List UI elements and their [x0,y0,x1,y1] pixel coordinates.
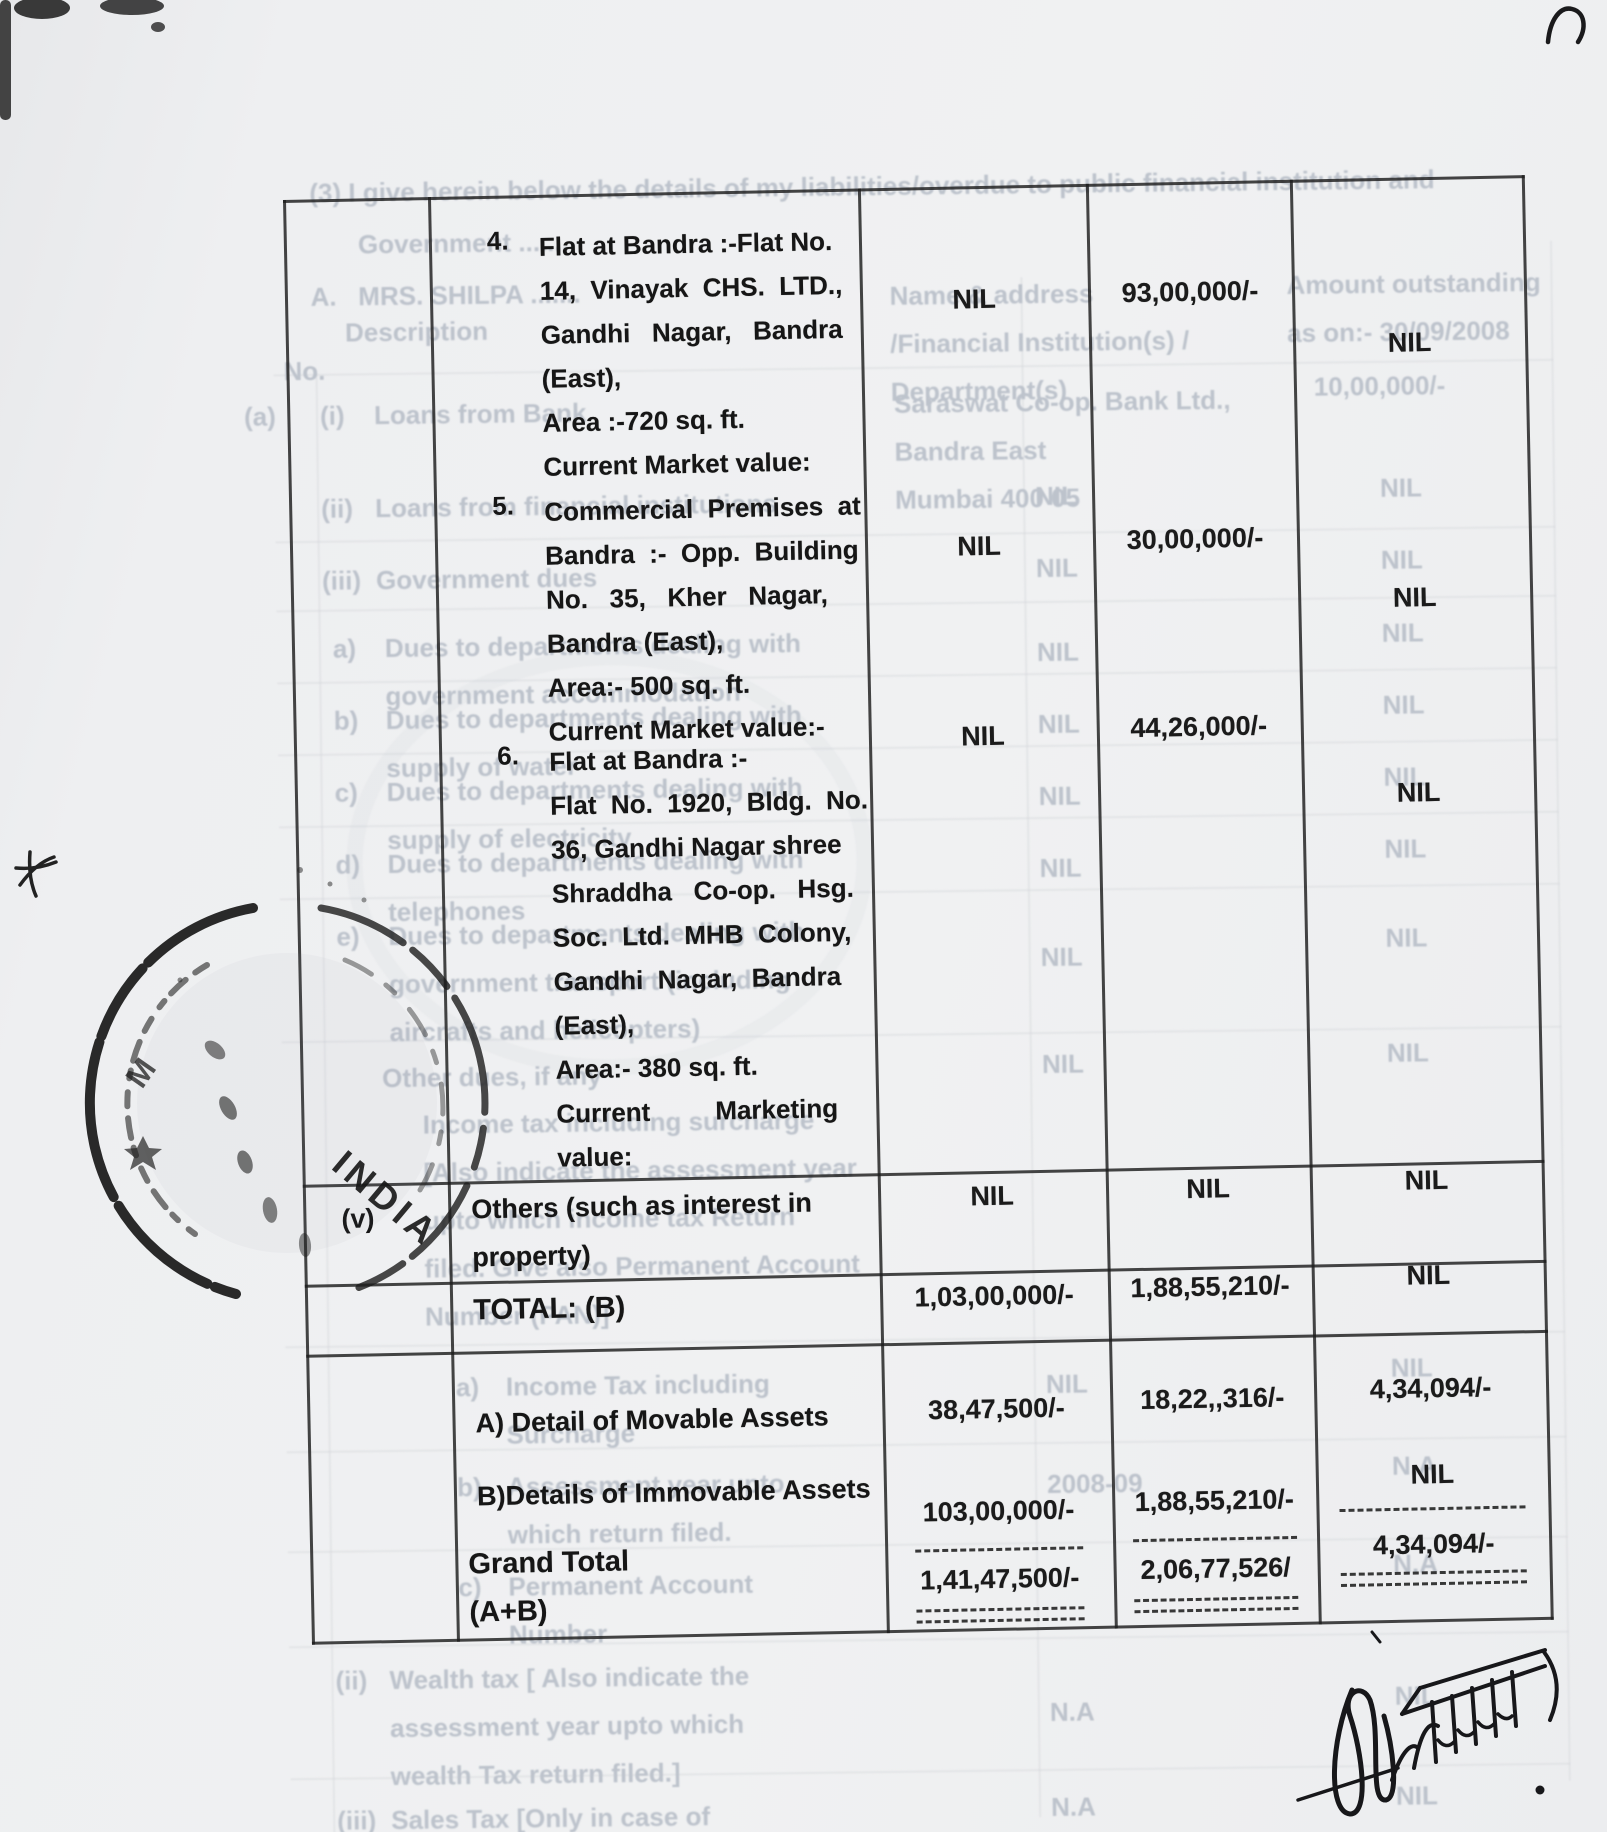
cell-others-col2: NIL [970,1180,1015,1212]
double-dashed-rule [1340,1569,1528,1588]
bleed-text-fragment: Sales Tax [Only in case of [391,1801,711,1832]
bleed-text-fragment: NIL [1395,1780,1439,1811]
bleed-text-fragment: N.A [1049,1696,1095,1728]
others-label-line1: Others (such as interest in [470,1187,813,1225]
cell-grand-col2: 1,41,47,500/- [919,1562,1080,1596]
cell-total-b-col2: 1,03,00,000/- [914,1279,1074,1313]
cell-total-b-col4: NIL [1406,1259,1451,1291]
cell-movable-col2: 38,47,500/- [927,1392,1065,1426]
cell-flat1920-col2: NIL [960,720,1005,752]
double-dashed-rule [916,1606,1085,1624]
cell-immovable-col3: 1,88,55,210/- [1134,1483,1295,1518]
faint-grid-line [1550,240,1571,1781]
double-dashed-rule [1134,1595,1299,1614]
item-description-lines: Commercial Premises at Bandra :- Opp. Bu… [544,490,862,747]
immovable-assets-label: B)Details of Immovable Assets [476,1473,871,1512]
cell-flat1920-col4: NIL [1396,776,1441,808]
table-divider-sn [427,197,460,1642]
dashed-rule [1133,1535,1298,1543]
cell-immovable-col4: NIL [1410,1458,1455,1490]
bleed-text-fragment: wealth Tax return filed.] [390,1757,681,1792]
cell-commercial-col4: NIL [1392,581,1437,613]
cell-immovable-col2: 103,00,000/- [922,1494,1075,1528]
total-b-label: TOTAL: (B) [473,1291,626,1327]
cell-flat14-col4: NIL [1387,326,1432,358]
bleed-text-fragment: N.A [1050,1791,1097,1822]
cell-others-col4: NIL [1404,1164,1449,1196]
cell-total-b-col3: 1,88,55,210/- [1130,1270,1290,1304]
cell-movable-col4: 4,34,094/- [1369,1371,1492,1405]
bleed-text-fragment: assessment year upto which [389,1708,745,1744]
asset-description-item: 4. Flat at Bandra :-Flat No. 14, Vinayak… [487,218,889,489]
dashed-rule [915,1546,1084,1553]
grand-total-label: Grand Total [468,1545,630,1581]
grand-total-ab: (A+B) [469,1594,548,1629]
cell-commercial-col2: NIL [957,530,1002,562]
cell-movable-col3: 18,22,,316/- [1139,1382,1285,1416]
bleed-text-fragment: (a) [243,401,277,432]
dashed-rule [1339,1505,1526,1513]
cell-grand-col3: 2,06,77,526/ [1140,1552,1292,1586]
bleed-text-fragment: (ii) [335,1665,368,1696]
item-number: 4. [486,225,509,256]
serial-v: (v) [341,1203,375,1235]
others-label-line2: property) [471,1240,592,1273]
item-description-lines: Flat at Bandra :-Flat No. 14, Vinayak CH… [538,225,843,482]
cell-flat14-value: 93,00,000/- [1121,275,1259,309]
cell-commercial-value: 30,00,000/- [1126,522,1264,556]
cell-flat14-col2: NIL [952,283,997,315]
asset-description-item: 6. Flat at Bandra :- Flat No. 1920, Bldg… [497,733,903,1180]
cell-flat1920-value: 44,26,000/- [1130,710,1268,744]
cell-others-col3: NIL [1185,1173,1231,1205]
item-number: 6. [496,740,520,771]
bleed-text-fragment: NIL [1394,1680,1437,1711]
movable-assets-label: A) Detail of Movable Assets [475,1401,829,1439]
row-divider-total-bottom [306,1329,1548,1358]
bleed-text-fragment: (iii) [337,1805,377,1832]
asset-description-item: 5. Commercial Premises at Bandra :- Opp.… [492,483,894,754]
item-number: 5. [491,490,515,521]
assets-table: 4. Flat at Bandra :-Flat No. 14, Vinayak… [283,175,1554,1645]
bleed-text-fragment: Wealth tax [ Also indicate the [389,1660,750,1696]
item-description-lines: Flat at Bandra :- Flat No. 1920, Bldg. N… [549,742,869,1173]
cell-grand-col4: 4,34,094/- [1372,1527,1495,1561]
